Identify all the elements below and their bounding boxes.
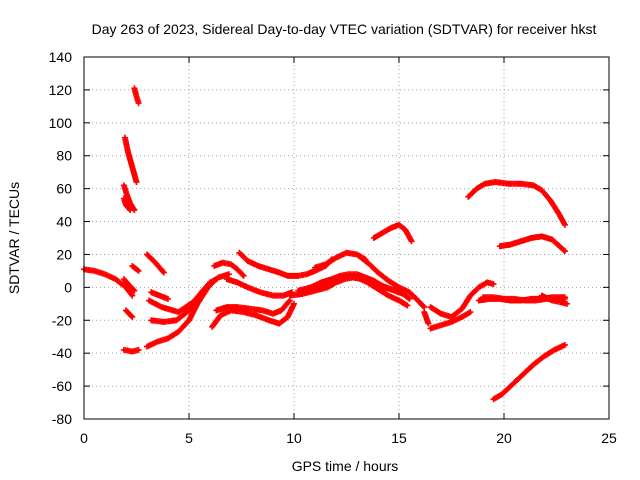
- data-series: [129, 262, 142, 274]
- data-series: [123, 307, 136, 320]
- data-point: [467, 309, 474, 316]
- chart-title: Day 263 of 2023, Sidereal Day-to-day VTE…: [92, 21, 597, 37]
- data-point: [128, 312, 135, 319]
- y-tick-label: 100: [49, 115, 73, 131]
- y-tick-label: 140: [49, 49, 73, 65]
- y-tick-label: 60: [56, 181, 72, 197]
- data-point: [135, 100, 142, 107]
- data-point: [406, 295, 413, 302]
- data-series: [211, 259, 247, 279]
- data-point: [239, 271, 246, 278]
- data-series: [148, 289, 171, 302]
- data-series: [312, 249, 369, 271]
- y-tick-label: -60: [52, 378, 72, 394]
- x-tick-label: 0: [80, 430, 88, 446]
- data-point: [291, 300, 297, 307]
- data-series: [120, 195, 134, 214]
- x-tick-label: 25: [601, 430, 617, 446]
- plot-frame: [83, 56, 610, 420]
- data-series: [427, 309, 474, 332]
- axis-ticks: 0 5 10 15 20 25 -80 -60 -40 -20 0 20 40 60 80 100 120 140: [49, 49, 617, 446]
- x-axis-label: GPS time / hours: [292, 458, 399, 474]
- data-point: [560, 247, 567, 254]
- data-point: [420, 303, 427, 310]
- data-series: [496, 233, 568, 255]
- data-point: [211, 277, 218, 284]
- data-series: [490, 341, 568, 403]
- data-point: [425, 320, 432, 327]
- data-point: [160, 269, 167, 276]
- data-series: [465, 179, 568, 228]
- data-point: [133, 179, 140, 186]
- y-tick-label: -80: [52, 411, 72, 427]
- data-point: [135, 267, 142, 274]
- y-axis-label: SDTVAR / TECUs: [6, 182, 22, 294]
- y-tick-label: 0: [64, 279, 72, 295]
- y-tick-label: 20: [56, 246, 72, 262]
- data-point: [130, 286, 137, 293]
- data-series: [144, 277, 218, 350]
- y-tick-label: -20: [52, 312, 72, 328]
- data-series: [209, 300, 297, 330]
- data-point: [240, 272, 247, 279]
- x-tick-label: 20: [496, 430, 512, 446]
- data-points: [81, 85, 570, 403]
- data-point: [135, 346, 142, 353]
- y-tick-label: -40: [52, 345, 72, 361]
- data-point: [225, 271, 232, 278]
- data-point: [561, 341, 568, 348]
- data-series: [421, 309, 432, 327]
- data-point: [129, 292, 136, 299]
- data-series: [120, 346, 142, 355]
- data-series: [131, 85, 142, 107]
- data-point: [561, 248, 568, 255]
- data-series: [538, 292, 570, 307]
- x-tick-label: 5: [185, 430, 193, 446]
- data-series: [213, 297, 293, 317]
- data-point: [561, 294, 568, 301]
- data-series: [120, 276, 138, 294]
- data-point: [210, 278, 217, 285]
- data-series: [223, 276, 295, 299]
- data-point: [165, 295, 171, 302]
- x-tick-label: 10: [286, 430, 302, 446]
- data-point: [127, 207, 134, 214]
- data-point: [490, 281, 497, 288]
- data-point: [564, 300, 570, 307]
- data-series: [370, 221, 415, 245]
- data-series: [356, 253, 428, 311]
- data-series: [427, 279, 497, 320]
- data-series: [301, 272, 411, 309]
- data-point: [129, 313, 136, 320]
- y-tick-label: 120: [49, 82, 73, 98]
- data-point: [131, 287, 138, 294]
- data-series: [144, 251, 167, 276]
- data-point: [404, 302, 411, 309]
- grid: [84, 57, 609, 419]
- data-series: [121, 134, 140, 186]
- y-tick-label: 40: [56, 214, 72, 230]
- data-point: [408, 238, 415, 245]
- x-tick-label: 15: [391, 430, 407, 446]
- data-series: [81, 266, 136, 299]
- data-point: [561, 221, 568, 228]
- y-tick-label: 80: [56, 148, 72, 164]
